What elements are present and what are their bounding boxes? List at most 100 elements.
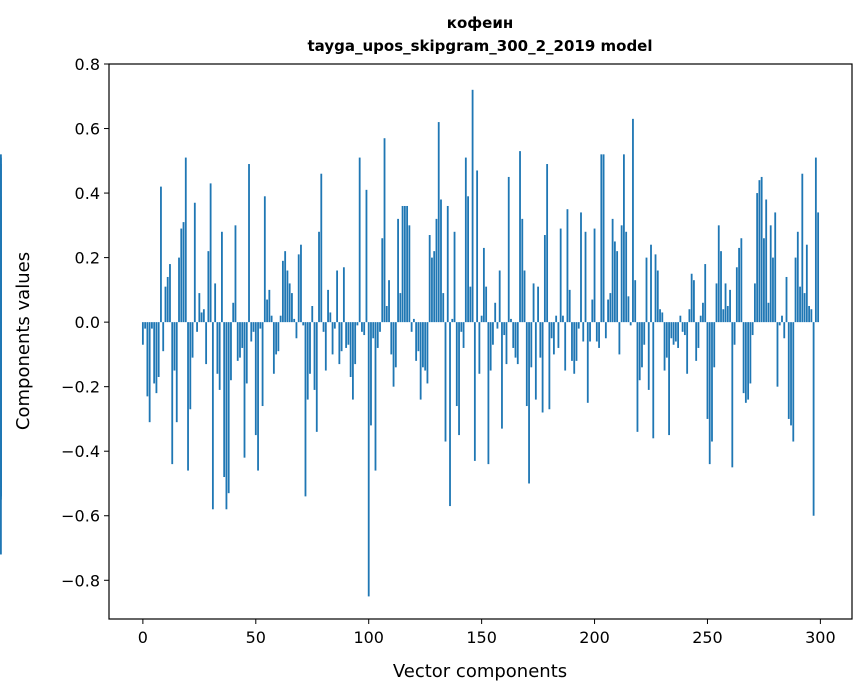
bar xyxy=(245,322,248,384)
bar xyxy=(230,322,232,381)
bar xyxy=(808,306,810,323)
bar xyxy=(767,302,770,323)
bar xyxy=(214,283,217,323)
bar xyxy=(530,322,533,368)
bar xyxy=(300,244,302,323)
bars-group xyxy=(0,89,820,597)
bar xyxy=(376,322,379,348)
bar xyxy=(157,322,160,377)
x-axis-label: Vector components xyxy=(393,661,567,682)
bar xyxy=(738,247,740,323)
bar xyxy=(241,322,244,348)
bar xyxy=(198,293,201,323)
bar xyxy=(753,283,756,323)
bar xyxy=(162,322,165,352)
bar xyxy=(618,322,621,355)
bar xyxy=(799,286,801,323)
bar xyxy=(254,322,257,436)
bar xyxy=(268,289,271,323)
bar xyxy=(534,322,537,400)
bar xyxy=(408,225,411,323)
bar xyxy=(144,322,147,329)
bar xyxy=(537,286,539,323)
bar xyxy=(485,286,488,323)
bar xyxy=(324,322,327,371)
bar xyxy=(431,257,433,323)
bar xyxy=(801,173,804,323)
bar xyxy=(151,322,153,329)
bar xyxy=(564,322,567,371)
bar xyxy=(817,212,820,323)
bar xyxy=(279,315,282,323)
bar xyxy=(234,225,237,323)
bar xyxy=(634,280,637,323)
bar xyxy=(514,322,517,358)
bar xyxy=(790,322,792,426)
bar xyxy=(591,299,594,323)
bar xyxy=(731,322,734,468)
bar xyxy=(805,244,808,323)
bar xyxy=(695,322,698,361)
bar xyxy=(345,322,348,348)
y-axis-label: Components values xyxy=(13,252,34,430)
bar xyxy=(654,254,657,323)
bar xyxy=(523,270,526,323)
bar xyxy=(169,264,171,323)
bar xyxy=(706,322,709,419)
bar xyxy=(772,257,774,323)
bar xyxy=(584,231,587,323)
bar xyxy=(309,322,311,374)
bar xyxy=(444,322,447,442)
bar xyxy=(715,283,718,323)
bar xyxy=(783,322,786,339)
bar xyxy=(216,322,219,374)
bar xyxy=(627,296,630,323)
bar xyxy=(200,312,203,323)
bar xyxy=(333,322,336,329)
bar xyxy=(275,322,278,355)
bar xyxy=(765,199,768,323)
bar xyxy=(656,270,659,323)
bar xyxy=(683,322,686,336)
bar xyxy=(690,273,693,323)
bar xyxy=(519,151,521,323)
bar xyxy=(329,312,332,323)
bar xyxy=(562,315,564,323)
bar xyxy=(480,315,483,323)
bar xyxy=(672,322,675,345)
bar xyxy=(532,283,535,323)
bar xyxy=(322,322,325,332)
bar xyxy=(451,318,454,323)
bar xyxy=(327,289,329,323)
bar xyxy=(358,157,361,323)
bar xyxy=(740,238,743,323)
bar xyxy=(507,176,510,323)
bar xyxy=(160,186,162,323)
bar xyxy=(263,196,266,323)
bar xyxy=(153,322,156,384)
bar xyxy=(679,315,682,323)
bar xyxy=(370,322,372,426)
bar xyxy=(458,322,460,436)
bar xyxy=(645,257,648,323)
bar xyxy=(796,231,799,323)
bar xyxy=(469,286,472,323)
bar xyxy=(304,322,307,497)
bar xyxy=(184,157,187,323)
bar xyxy=(383,138,386,323)
bar xyxy=(320,173,323,323)
bar xyxy=(175,322,178,423)
bar xyxy=(643,322,646,345)
bar xyxy=(342,267,345,323)
bar xyxy=(577,322,580,329)
bar xyxy=(352,322,354,400)
bar xyxy=(720,251,722,323)
bar xyxy=(218,322,221,390)
bar xyxy=(401,205,404,323)
bar xyxy=(155,322,158,394)
bar xyxy=(749,322,752,384)
bar xyxy=(166,276,169,323)
bar xyxy=(541,322,544,413)
bar xyxy=(641,322,643,368)
